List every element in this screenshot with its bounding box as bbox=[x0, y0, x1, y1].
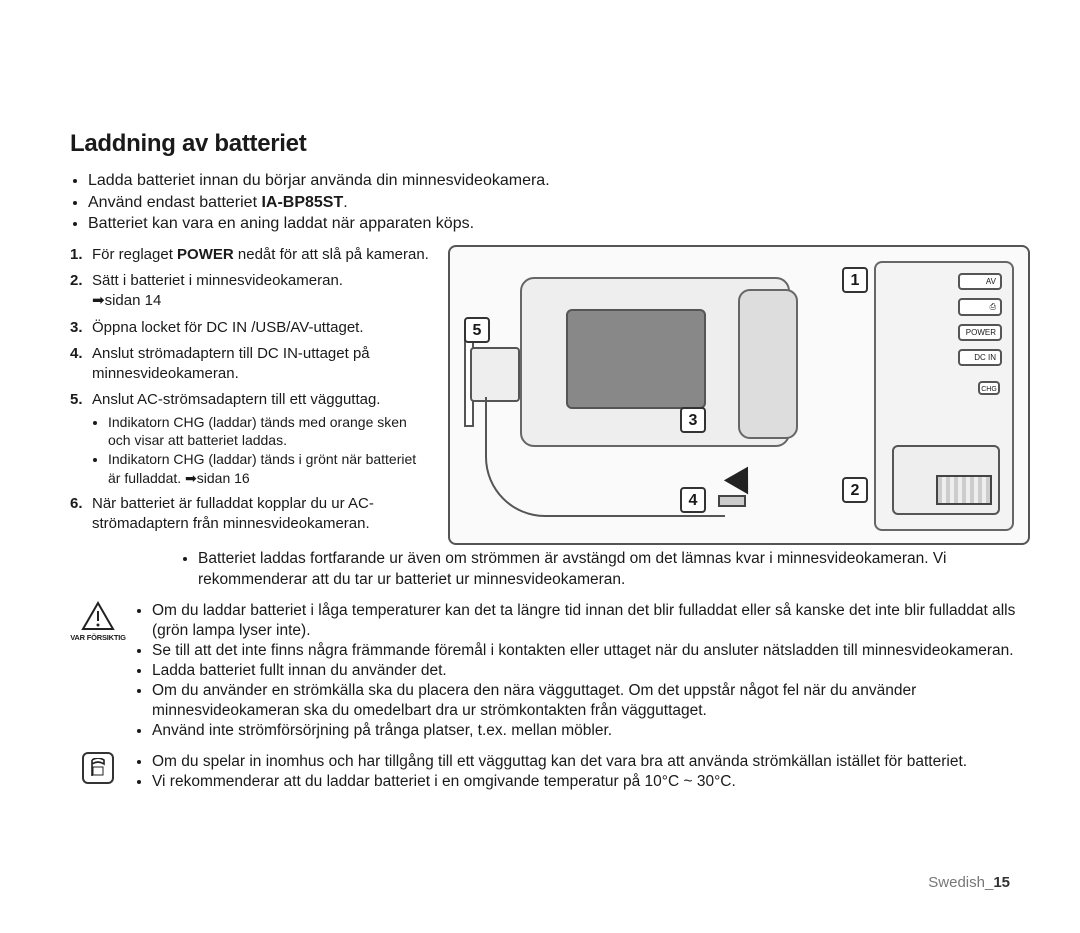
callout-1: 1 bbox=[842, 267, 868, 293]
intro-item: Batteriet kan vara en aning laddat när a… bbox=[88, 213, 1030, 235]
callout-2: 2 bbox=[842, 477, 868, 503]
note-item: Vi rekommenderar att du laddar batteriet… bbox=[152, 772, 1030, 792]
caution-list: Om du laddar batteriet i låga temperatur… bbox=[136, 601, 1030, 742]
callout-5: 5 bbox=[464, 317, 490, 343]
power-port-label: POWER bbox=[958, 324, 1002, 341]
chg-led-label: CHG bbox=[978, 381, 1000, 395]
camcorder-grip bbox=[738, 289, 798, 439]
page-footer: Swedish_15 bbox=[928, 874, 1010, 891]
step-1: För reglaget POWER nedåt för att slå på … bbox=[70, 245, 430, 265]
caution-item: Ladda batteriet fullt innan du använder … bbox=[152, 661, 1030, 681]
intro-item: Använd endast batteriet IA-BP85ST. bbox=[88, 192, 1030, 214]
lcd-screen bbox=[566, 309, 706, 409]
note-icon bbox=[70, 752, 126, 784]
step-6-continuation: Batteriet laddas fortfarande ur även om … bbox=[70, 549, 1030, 591]
intro-list: Ladda batteriet innan du börjar använda … bbox=[70, 170, 1030, 235]
callout-4: 4 bbox=[680, 487, 706, 513]
charging-diagram: AV ⎙ POWER DC IN CHG 1 2 3 4 5 bbox=[448, 245, 1030, 545]
caution-item: Om du använder en strömkälla ska du plac… bbox=[152, 681, 1030, 721]
caution-item: Se till att det inte finns några främman… bbox=[152, 641, 1030, 661]
port-panel: AV ⎙ POWER DC IN CHG bbox=[874, 261, 1014, 531]
note-list: Om du spelar in inomhus och har tillgång… bbox=[136, 752, 1030, 792]
intro-item: Ladda batteriet innan du börjar använda … bbox=[88, 170, 1030, 192]
step-4: Anslut strömadaptern till DC IN-uttaget … bbox=[70, 344, 430, 385]
dcin-port-label: DC IN bbox=[958, 349, 1002, 366]
step-3: Öppna locket för DC IN /USB/AV-uttaget. bbox=[70, 318, 430, 338]
ac-adapter bbox=[470, 347, 520, 402]
callout-3: 3 bbox=[680, 407, 706, 433]
av-port-label: AV bbox=[958, 273, 1002, 290]
step-5-sub: Indikatorn CHG (laddar) tänds med orange… bbox=[108, 413, 430, 451]
caution-item: Använd inte strömförsörjning på trånga p… bbox=[152, 721, 1030, 741]
step-2: Sätt i batteriet i minnesvideokameran.➡s… bbox=[70, 271, 430, 312]
usb-port-label: ⎙ bbox=[958, 298, 1002, 316]
step-5: Anslut AC-strömsadaptern till ett väggut… bbox=[70, 390, 430, 488]
note-item: Om du spelar in inomhus och har tillgång… bbox=[152, 752, 1030, 772]
arrow-icon bbox=[724, 459, 760, 494]
caution-item: Om du laddar batteriet i låga temperatur… bbox=[152, 601, 1030, 641]
step-6: När batteriet är fulladdat kopplar du ur… bbox=[70, 494, 430, 535]
dc-plug bbox=[718, 495, 746, 507]
step-5-sub: Indikatorn CHG (laddar) tänds i grönt nä… bbox=[108, 450, 430, 488]
battery-icon bbox=[936, 475, 992, 505]
step-6-sub: Batteriet laddas fortfarande ur även om … bbox=[198, 549, 1030, 591]
camcorder-body bbox=[520, 277, 790, 447]
caution-icon: VAR FÖRSIKTIG bbox=[70, 601, 126, 643]
steps-list: För reglaget POWER nedåt för att slå på … bbox=[70, 245, 430, 541]
page-title: Laddning av batteriet bbox=[70, 130, 1030, 158]
